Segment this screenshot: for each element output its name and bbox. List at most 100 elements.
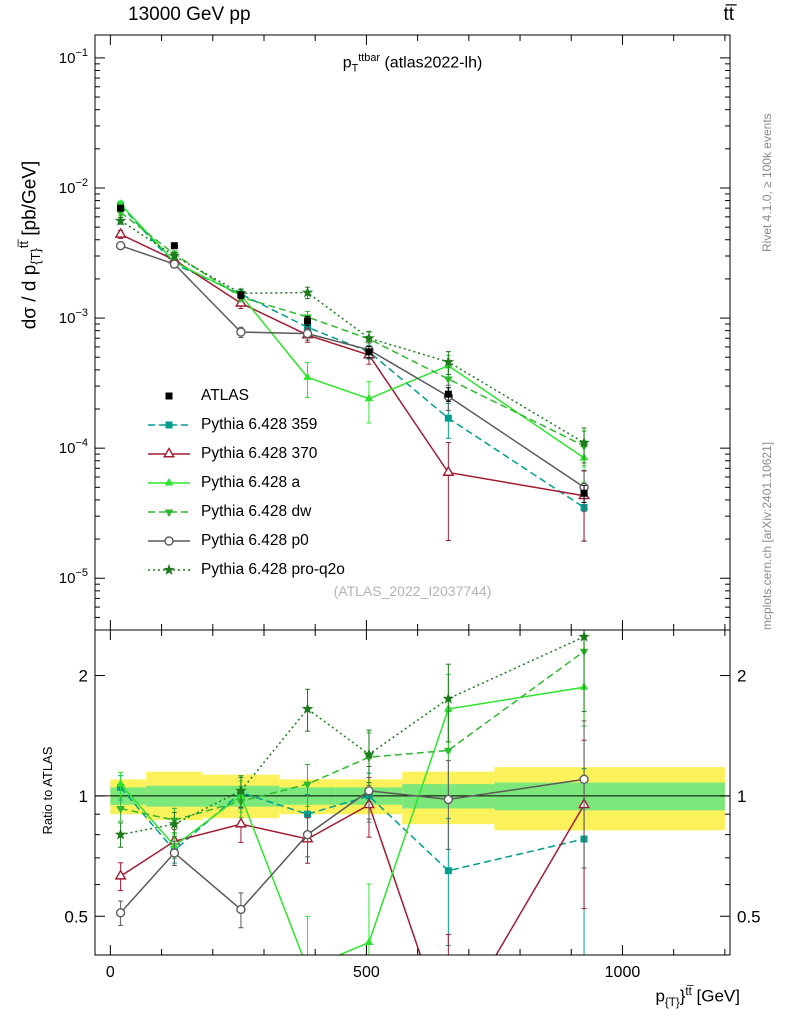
data-point-marker <box>364 786 374 796</box>
data-point-marker <box>163 446 175 457</box>
data-point-marker <box>580 489 588 497</box>
mcplots-credit: mcplots.cern.ch [arXiv:2401.10621] <box>760 441 774 630</box>
legend-item-pythia-6-428-pro-q2o: Pythia 6.428 pro-q2o <box>146 555 345 584</box>
data-point-marker <box>578 436 590 448</box>
data-point-marker <box>579 774 589 785</box>
legend-label: Pythia 6.428 dw <box>201 502 312 520</box>
atlas-uncertainty-bands <box>95 767 730 831</box>
data-point-marker <box>364 393 374 402</box>
legend-label: Pythia 6.428 p0 <box>201 531 309 549</box>
legend-label: Pythia 6.428 359 <box>201 415 318 433</box>
data-point-marker <box>301 286 314 298</box>
collision-energy-title: 13000 GeV pp <box>128 4 251 25</box>
data-point-marker <box>442 355 455 367</box>
svg-text:10−1: 10−1 <box>59 47 88 67</box>
data-point-marker <box>165 421 173 428</box>
legend-marker-sample <box>148 446 190 457</box>
data-point-marker <box>163 563 175 575</box>
data-point-marker <box>304 810 312 818</box>
label-segment: {T} <box>28 248 44 265</box>
label-segment: [pb/GeV] <box>19 160 41 242</box>
svg-text:10−2: 10−2 <box>59 177 88 197</box>
legend-label: ATLAS <box>201 386 249 404</box>
main-series-atlas <box>117 204 588 503</box>
data-point-marker <box>236 904 246 915</box>
data-point-marker <box>363 332 375 344</box>
rivet-version-credit: Rivet 4.1.0, ≥ 100k events <box>760 113 774 252</box>
data-point-marker <box>116 806 125 814</box>
data-point-marker <box>114 828 127 840</box>
label-segment: {T} <box>664 997 680 1010</box>
data-point-marker <box>234 817 247 828</box>
data-point-marker <box>168 818 181 829</box>
svg-text:1: 1 <box>79 787 88 806</box>
label-segment: tt̅ <box>16 241 31 249</box>
data-point-marker <box>237 291 245 299</box>
legend-marker-sample <box>148 509 190 517</box>
data-point-marker <box>117 204 125 212</box>
legend-item-pythia-6-428-a: Pythia 6.428 a <box>146 468 345 497</box>
process-title: tt̅ <box>723 4 734 25</box>
label-segment: p <box>342 54 352 72</box>
ratio-series-pythia-6-428-pro-q2o <box>114 630 590 848</box>
data-point-marker <box>302 829 313 840</box>
data-point-marker <box>304 317 312 325</box>
data-point-marker <box>164 509 174 517</box>
main-y-axis-label: dσ / d p{T}tt̅ [pb/GeV] <box>16 30 43 460</box>
svg-text:2: 2 <box>737 667 746 686</box>
data-point-marker <box>364 937 374 945</box>
main-series-pythia-6-428-pro-q2o <box>114 214 590 464</box>
data-point-marker <box>442 692 455 704</box>
data-point-marker <box>301 702 314 714</box>
data-point-marker <box>236 327 246 337</box>
svg-text:10−3: 10−3 <box>59 307 88 327</box>
data-point-marker <box>164 535 174 546</box>
data-point-marker <box>169 848 180 858</box>
svg-text:0.5: 0.5 <box>737 907 761 926</box>
data-point-marker <box>303 964 312 972</box>
data-point-marker <box>114 214 127 226</box>
legend-item-atlas: ATLAS <box>146 381 345 410</box>
data-point-marker <box>444 414 452 422</box>
label-segment: T <box>351 62 359 75</box>
data-point-marker <box>114 869 127 880</box>
data-point-marker <box>444 867 452 875</box>
legend-item-pythia-6-428-359: Pythia 6.428 359 <box>146 410 345 439</box>
data-point-marker <box>578 630 590 642</box>
label-segment: [GeV] <box>691 986 740 1006</box>
label-segment: p <box>655 986 665 1006</box>
label-segment: tt̅ <box>685 986 692 998</box>
svg-text:10−5: 10−5 <box>59 567 88 587</box>
legend-item-pythia-6-428-dw: Pythia 6.428 dw <box>146 497 345 526</box>
legend-marker-sample <box>148 477 190 485</box>
observable-title: pTttbar (atlas2022-lh) <box>95 52 730 75</box>
svg-text:2: 2 <box>79 667 88 686</box>
data-point-marker <box>169 259 180 269</box>
legend-marker-sample <box>148 421 190 428</box>
legend: ATLAS Pythia 6.428 359 Pythia 6.428 370 Pyt… <box>146 381 345 584</box>
label-segment: } <box>679 986 686 1006</box>
data-point-marker <box>442 465 455 476</box>
data-point-marker <box>303 781 312 790</box>
legend-marker-sample <box>148 535 190 546</box>
data-point-marker <box>170 242 178 250</box>
data-point-marker <box>165 392 173 399</box>
legend-marker-sample <box>165 392 173 399</box>
label-segment: ttbar <box>358 52 381 64</box>
label-segment: (atlas2022-lh) <box>380 54 483 72</box>
data-point-marker <box>365 348 373 356</box>
data-point-marker <box>235 784 247 796</box>
ratio-series-pythia-6-428-p0 <box>115 720 589 929</box>
svg-text:0.5: 0.5 <box>64 907 88 926</box>
data-point-marker <box>115 908 126 918</box>
data-point-marker <box>116 779 125 787</box>
axes-frame <box>94 34 731 956</box>
data-point-marker <box>302 328 313 339</box>
data-point-marker <box>168 250 181 261</box>
analysis-id-watermark: (ATLAS_2022_I2037744) <box>333 583 492 599</box>
legend-marker-sample <box>148 563 190 575</box>
x-axis-label: p{T}}tt̅ [GeV] <box>95 986 740 1009</box>
svg-text:500: 500 <box>353 964 380 981</box>
